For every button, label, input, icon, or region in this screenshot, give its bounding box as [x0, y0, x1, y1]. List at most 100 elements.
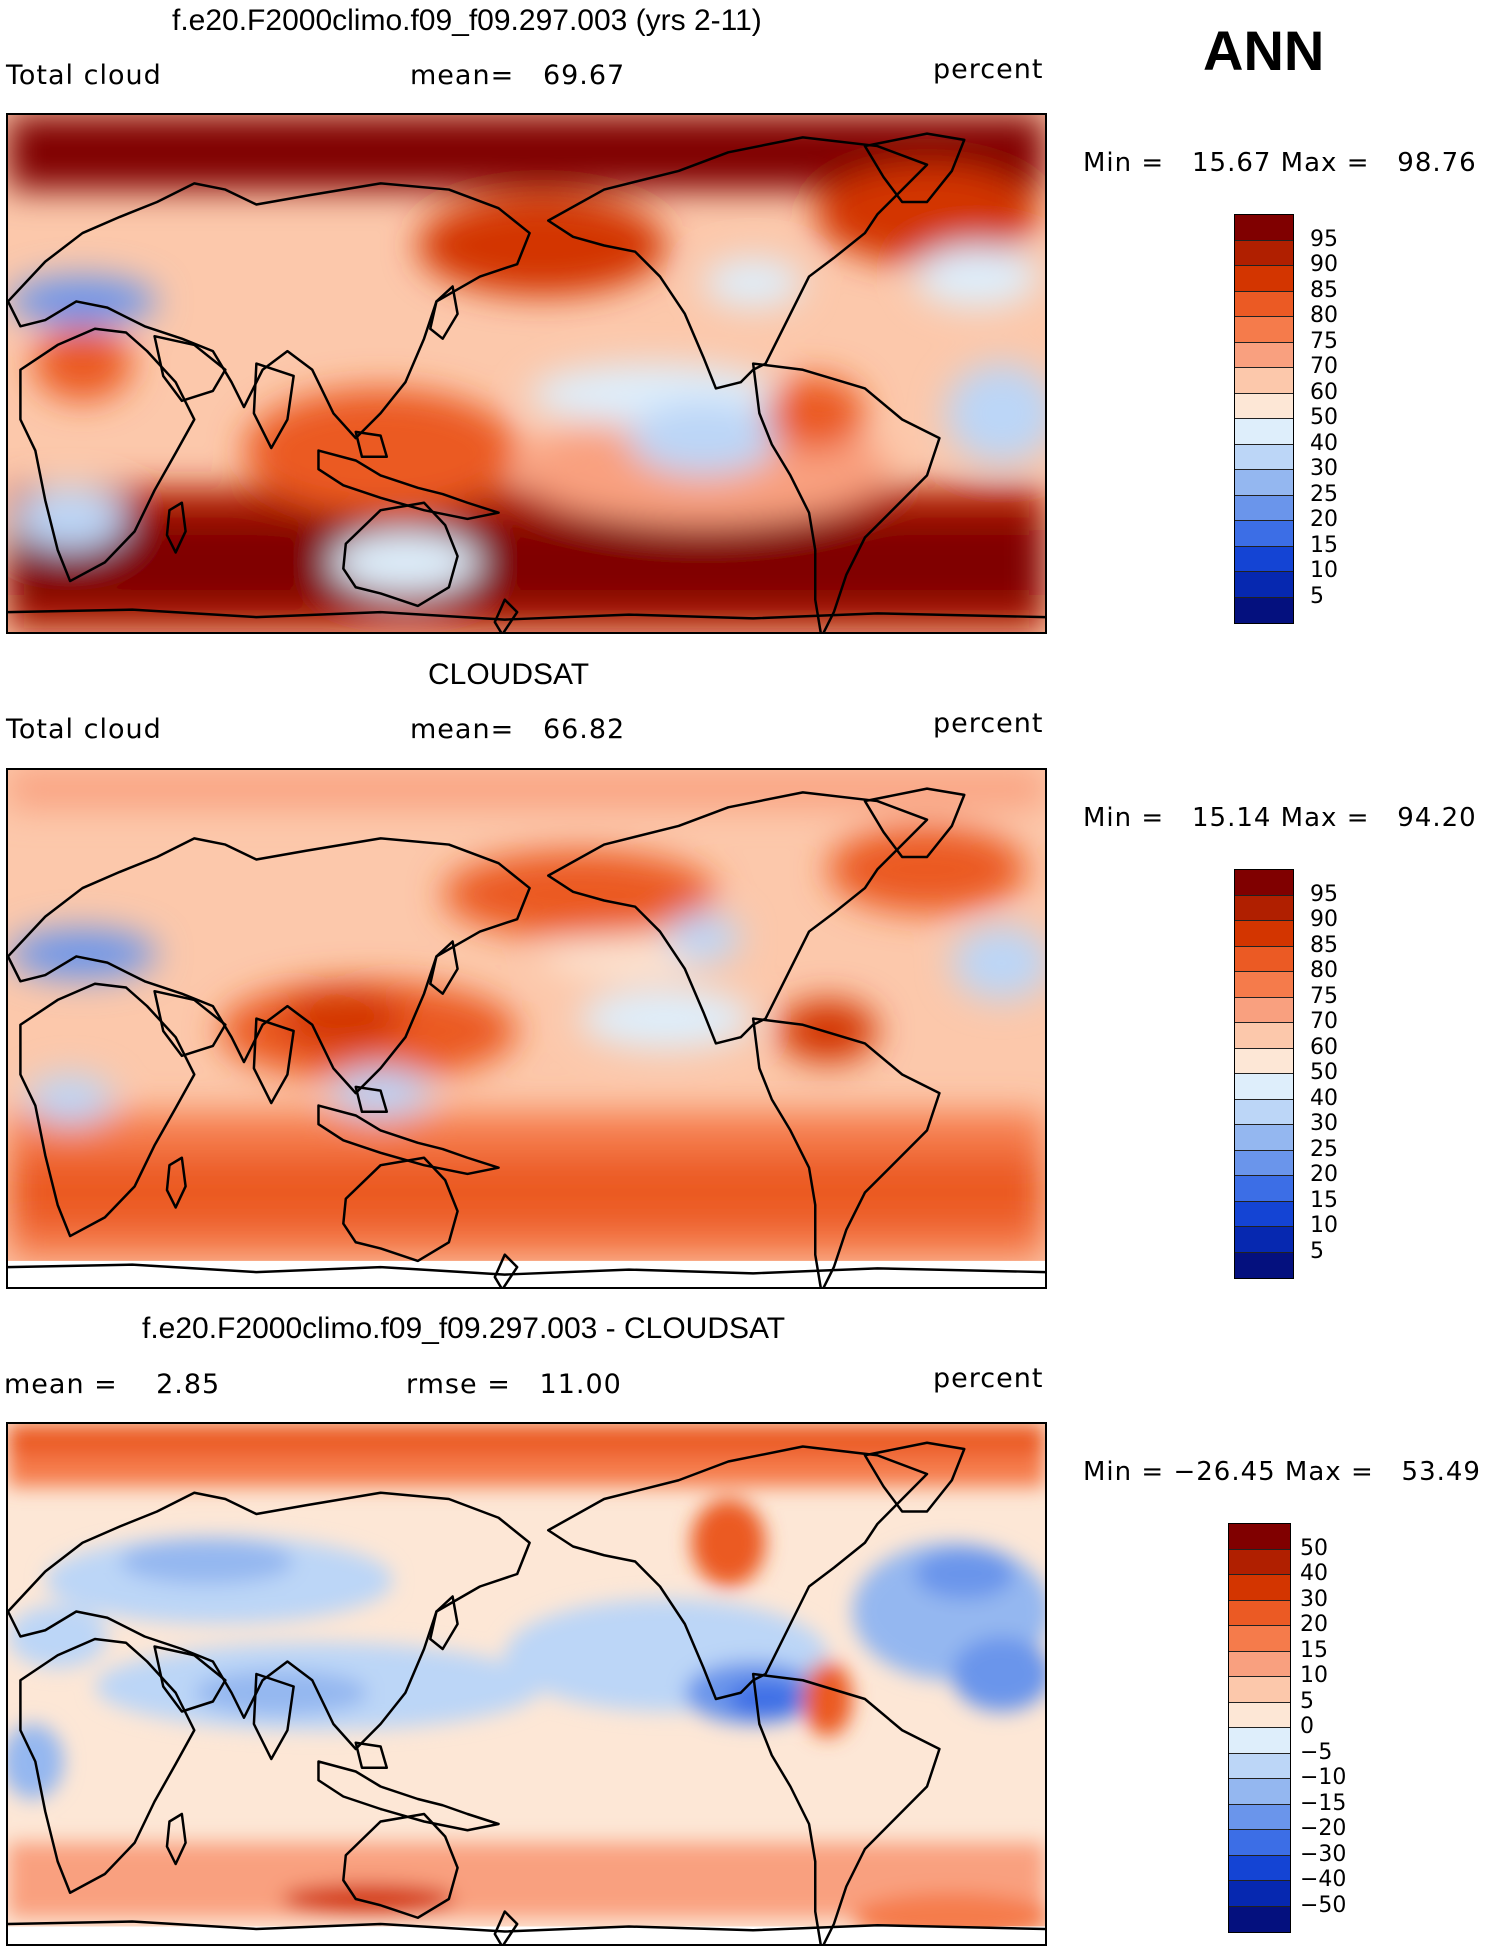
colorbar-tick-label: 40 — [1310, 430, 1338, 456]
panel-1-min-max: Min = 15.67 Max = 98.76 — [1083, 148, 1477, 178]
colorbar-tick-label: 10 — [1310, 558, 1338, 583]
colorbar-tick-label: −10 — [1300, 1765, 1347, 1790]
panel-1-variable-label: Total cloud — [6, 60, 162, 91]
colorbar-swatch — [1229, 1702, 1290, 1728]
panel-1-units-label: percent — [933, 54, 1044, 85]
colorbar-swatch — [1229, 1524, 1290, 1550]
colorbar-tick-label: −15 — [1300, 1790, 1347, 1816]
colorbar-tick-label: 70 — [1310, 1009, 1338, 1034]
colorbar-swatch — [1235, 495, 1293, 521]
colorbar-swatch — [1235, 1125, 1293, 1151]
panel-3-mean-label: mean = 2.85 — [4, 1369, 221, 1400]
colorbar-tick-label: 15 — [1310, 532, 1338, 558]
colorbar-swatch — [1235, 240, 1293, 266]
colorbar-tick-label: 15 — [1310, 1187, 1338, 1213]
colorbar-tick-label: 25 — [1310, 481, 1338, 507]
colorbar-swatch — [1235, 997, 1293, 1023]
colorbar-tick-label: 30 — [1300, 1586, 1328, 1612]
colorbar-tick-label: 20 — [1310, 507, 1338, 532]
colorbar-tick-label: 95 — [1310, 881, 1338, 907]
colorbar-swatch — [1229, 1651, 1290, 1677]
colorbar-tick-label: 50 — [1310, 405, 1338, 430]
colorbar-swatch — [1235, 597, 1293, 623]
panel-2-variable-label: Total cloud — [6, 714, 162, 745]
colorbar-swatch — [1235, 444, 1293, 470]
colorbar-tick-label: 50 — [1300, 1535, 1328, 1561]
colorbar-swatch — [1235, 895, 1293, 921]
panel-1-mean-label: mean= 69.67 — [410, 60, 626, 91]
panel-2-mean-label: mean= 66.82 — [410, 714, 626, 745]
colorbar-swatch — [1235, 419, 1293, 445]
colorbar-swatch — [1235, 470, 1293, 496]
panel-1-colorbar — [1234, 214, 1294, 624]
colorbar-tick-label: 90 — [1310, 252, 1338, 277]
colorbar-tick-label: 95 — [1310, 226, 1338, 252]
colorbar-swatch — [1235, 546, 1293, 572]
colorbar-tick-label: 5 — [1310, 583, 1324, 609]
colorbar-swatch — [1229, 1728, 1290, 1754]
colorbar-tick-label: 40 — [1300, 1561, 1328, 1586]
colorbar-tick-label: 5 — [1300, 1688, 1314, 1714]
panel-2-map — [6, 768, 1047, 1289]
colorbar-swatch — [1235, 317, 1293, 343]
colorbar-swatch — [1235, 1099, 1293, 1125]
colorbar-tick-label: 20 — [1300, 1612, 1328, 1637]
panel-3-units-label: percent — [933, 1363, 1044, 1394]
colorbar-swatch — [1235, 342, 1293, 368]
colorbar-swatch — [1229, 1830, 1290, 1856]
colorbar-swatch — [1229, 1855, 1290, 1881]
colorbar-tick-label: 75 — [1310, 983, 1338, 1009]
colorbar-tick-label: −50 — [1300, 1892, 1347, 1918]
colorbar-swatch — [1235, 1176, 1293, 1202]
colorbar-swatch — [1235, 1074, 1293, 1100]
colorbar-tick-label: 20 — [1310, 1162, 1338, 1187]
season-label: ANN — [1203, 19, 1325, 82]
colorbar-swatch — [1235, 1201, 1293, 1227]
colorbar-swatch — [1229, 1906, 1290, 1932]
panel-2-colorbar — [1234, 869, 1294, 1279]
colorbar-tick-label: 75 — [1310, 328, 1338, 354]
colorbar-tick-label: 10 — [1300, 1663, 1328, 1688]
colorbar-swatch — [1235, 572, 1293, 598]
colorbar-swatch — [1235, 1252, 1293, 1278]
panel-3-min-max: Min = −26.45 Max = 53.49 — [1083, 1457, 1481, 1487]
colorbar-swatch — [1229, 1804, 1290, 1830]
colorbar-tick-label: 25 — [1310, 1136, 1338, 1162]
colorbar-tick-label: −30 — [1300, 1841, 1347, 1867]
colorbar-tick-label: 90 — [1310, 907, 1338, 932]
colorbar-swatch — [1229, 1779, 1290, 1805]
colorbar-tick-label: 80 — [1310, 958, 1338, 983]
panel-2-title: CLOUDSAT — [428, 658, 590, 691]
colorbar-swatch — [1235, 972, 1293, 998]
panel-3-title: f.e20.F2000climo.f09_f09.297.003 - CLOUD… — [142, 1312, 786, 1345]
colorbar-tick-label: 5 — [1310, 1238, 1324, 1264]
colorbar-tick-label: 10 — [1310, 1213, 1338, 1238]
colorbar-swatch — [1235, 921, 1293, 947]
colorbar-tick-label: 85 — [1310, 277, 1338, 303]
colorbar-tick-label: 30 — [1310, 456, 1338, 481]
colorbar-tick-label: 15 — [1300, 1637, 1328, 1663]
colorbar-swatch — [1229, 1881, 1290, 1907]
colorbar-tick-label: −5 — [1300, 1739, 1333, 1765]
colorbar-tick-label: 70 — [1310, 354, 1338, 379]
colorbar-tick-label: 50 — [1310, 1060, 1338, 1085]
panel-3-colorbar — [1228, 1523, 1291, 1933]
panel-1-title: f.e20.F2000climo.f09_f09.297.003 (yrs 2-… — [172, 4, 762, 37]
colorbar-tick-label: 0 — [1300, 1714, 1314, 1739]
colorbar-tick-label: 80 — [1310, 303, 1338, 328]
panel-3-rmse-label: rmse = 11.00 — [406, 1369, 622, 1400]
colorbar-swatch — [1229, 1677, 1290, 1703]
colorbar-swatch — [1235, 291, 1293, 317]
colorbar-swatch — [1229, 1626, 1290, 1652]
colorbar-swatch — [1235, 1227, 1293, 1253]
colorbar-swatch — [1235, 946, 1293, 972]
colorbar-swatch — [1235, 393, 1293, 419]
panel-3-map — [6, 1422, 1047, 1946]
colorbar-swatch — [1235, 521, 1293, 547]
colorbar-swatch — [1229, 1600, 1290, 1626]
colorbar-tick-label: 40 — [1310, 1085, 1338, 1111]
panel-1-map — [6, 113, 1047, 634]
panel-2-units-label: percent — [933, 708, 1044, 739]
colorbar-swatch — [1229, 1753, 1290, 1779]
colorbar-swatch — [1235, 215, 1293, 241]
